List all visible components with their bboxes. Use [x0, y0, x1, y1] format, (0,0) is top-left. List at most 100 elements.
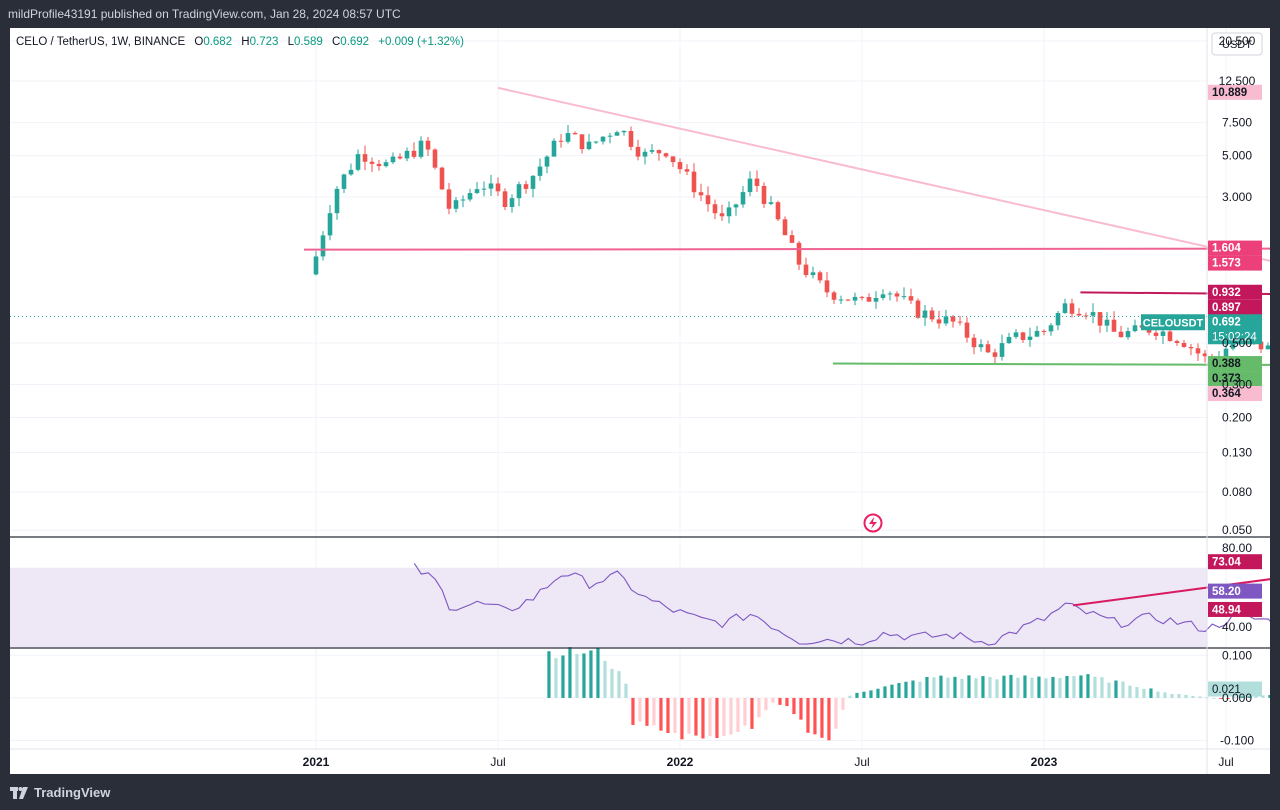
- candle-body: [831, 292, 837, 300]
- macd-bar: [575, 653, 579, 698]
- candle-body: [600, 136, 606, 142]
- candle-body: [789, 235, 795, 243]
- macd-bar: [659, 697, 663, 731]
- candle-body: [425, 140, 431, 150]
- tradingview-mark-icon: [10, 786, 28, 799]
- candle-body: [1069, 303, 1075, 314]
- macd-tag-label: 0.021: [1212, 684, 1241, 696]
- macd-bar: [904, 681, 908, 698]
- macd-tag: [1208, 681, 1262, 697]
- price-tag-label: 1.604: [1212, 243, 1241, 255]
- candle-body: [663, 153, 669, 157]
- legend-close: 0.692: [340, 36, 369, 48]
- macd-bar: [1086, 674, 1090, 698]
- candle-body: [1097, 312, 1103, 326]
- candle-body: [537, 166, 543, 176]
- candle-body: [502, 191, 508, 208]
- candle-body: [698, 192, 704, 196]
- footer-brand: TradingView: [34, 785, 111, 800]
- macd-bar: [1198, 696, 1202, 698]
- candle-body: [572, 133, 578, 135]
- macd-bar: [1135, 687, 1139, 698]
- countdown-label: 15:02:24: [1212, 331, 1257, 343]
- candle-body: [705, 195, 711, 205]
- event-lightning-icon[interactable]: [863, 513, 883, 533]
- price-tag-label: 0.373: [1212, 373, 1241, 385]
- candle-body: [964, 322, 970, 338]
- macd-bar: [547, 651, 551, 698]
- time-tick-label: Jul: [1218, 755, 1233, 769]
- price-tag-label: 10.889: [1212, 87, 1247, 99]
- price-tag-label: 0.364: [1212, 388, 1241, 400]
- candle-body: [348, 169, 354, 175]
- price-tag-label: 0.388: [1212, 358, 1241, 370]
- macd-bar: [743, 697, 747, 726]
- candle-body: [929, 310, 935, 320]
- macd-bar: [792, 697, 796, 715]
- price-tag: [1208, 314, 1262, 345]
- candle-body: [649, 150, 655, 152]
- candle-body: [810, 272, 816, 276]
- legend-low-label: L: [288, 36, 295, 48]
- legend-low: 0.589: [294, 36, 323, 48]
- candle-body: [740, 192, 746, 205]
- candle-body: [432, 149, 438, 168]
- candle-body: [565, 133, 571, 142]
- price-tag: [1208, 356, 1262, 372]
- macd-bar: [771, 697, 775, 703]
- candle-body: [453, 200, 459, 209]
- candle-body: [985, 344, 991, 353]
- candle-body: [684, 169, 690, 172]
- macd-bar: [953, 676, 957, 698]
- macd-bar: [960, 678, 964, 698]
- macd-bar: [638, 697, 642, 722]
- currency-button[interactable]: USDT: [1211, 32, 1263, 56]
- macd-bar: [932, 677, 936, 698]
- rsi-divergence-line: [1072, 576, 1280, 607]
- chart-panel[interactable]: CELO / TetherUS, 1W, BINANCE O0.682 H0.7…: [10, 28, 1280, 774]
- macd-bar: [1016, 677, 1020, 698]
- candle-body: [803, 264, 809, 276]
- rsi-pane[interactable]: 73.04 58.20 48.94: [10, 554, 1280, 647]
- publisher-bar: mildProfile43191 published on TradingVie…: [0, 0, 1280, 28]
- macd-bar: [785, 697, 789, 707]
- macd-pane[interactable]: 0.021: [547, 647, 1279, 741]
- macd-bar: [603, 660, 607, 698]
- candle-body: [579, 134, 585, 150]
- macd-bar: [1219, 697, 1223, 699]
- macd-bar: [722, 697, 726, 736]
- tradingview-logo[interactable]: TradingView: [10, 785, 110, 800]
- candle-body: [390, 156, 396, 163]
- macd-tick-label: 0.000: [1222, 691, 1252, 705]
- price-tag: [1208, 386, 1262, 402]
- macd-bar: [918, 681, 922, 698]
- candle-body: [1006, 336, 1012, 344]
- rsi-tag: [1208, 583, 1262, 599]
- candle-body: [313, 256, 319, 275]
- macd-bar: [1114, 680, 1118, 698]
- time-tick-label: 2021: [303, 755, 330, 769]
- candle-body: [474, 189, 480, 194]
- macd-bar: [1100, 677, 1104, 698]
- candle-body: [901, 296, 907, 298]
- macd-bar: [862, 691, 866, 698]
- macd-bar: [589, 650, 593, 698]
- candle-body: [607, 135, 613, 137]
- macd-bar: [1093, 676, 1097, 698]
- legend-high-label: H: [241, 36, 249, 48]
- rsi-tag-label: 48.94: [1212, 604, 1241, 616]
- footer-bar: TradingView: [0, 776, 1280, 810]
- macd-bar: [995, 679, 999, 698]
- macd-bar: [631, 697, 635, 725]
- price-pane[interactable]: 10.889 1.604 1.573 0.932 0.897 0.692 15:02:24 C…: [10, 84, 1280, 402]
- chart-svg[interactable]: CELO / TetherUS, 1W, BINANCE O0.682 H0.7…: [10, 28, 1280, 774]
- macd-bar: [841, 697, 845, 710]
- candle-body: [460, 199, 466, 201]
- candle-body: [775, 202, 781, 220]
- macd-bar: [1044, 678, 1048, 698]
- macd-bar: [946, 677, 950, 698]
- price-tick-label: 0.500: [1222, 336, 1252, 350]
- macd-bar: [617, 671, 621, 698]
- price-tick-label: 0.130: [1222, 445, 1252, 459]
- candle-body: [761, 185, 767, 204]
